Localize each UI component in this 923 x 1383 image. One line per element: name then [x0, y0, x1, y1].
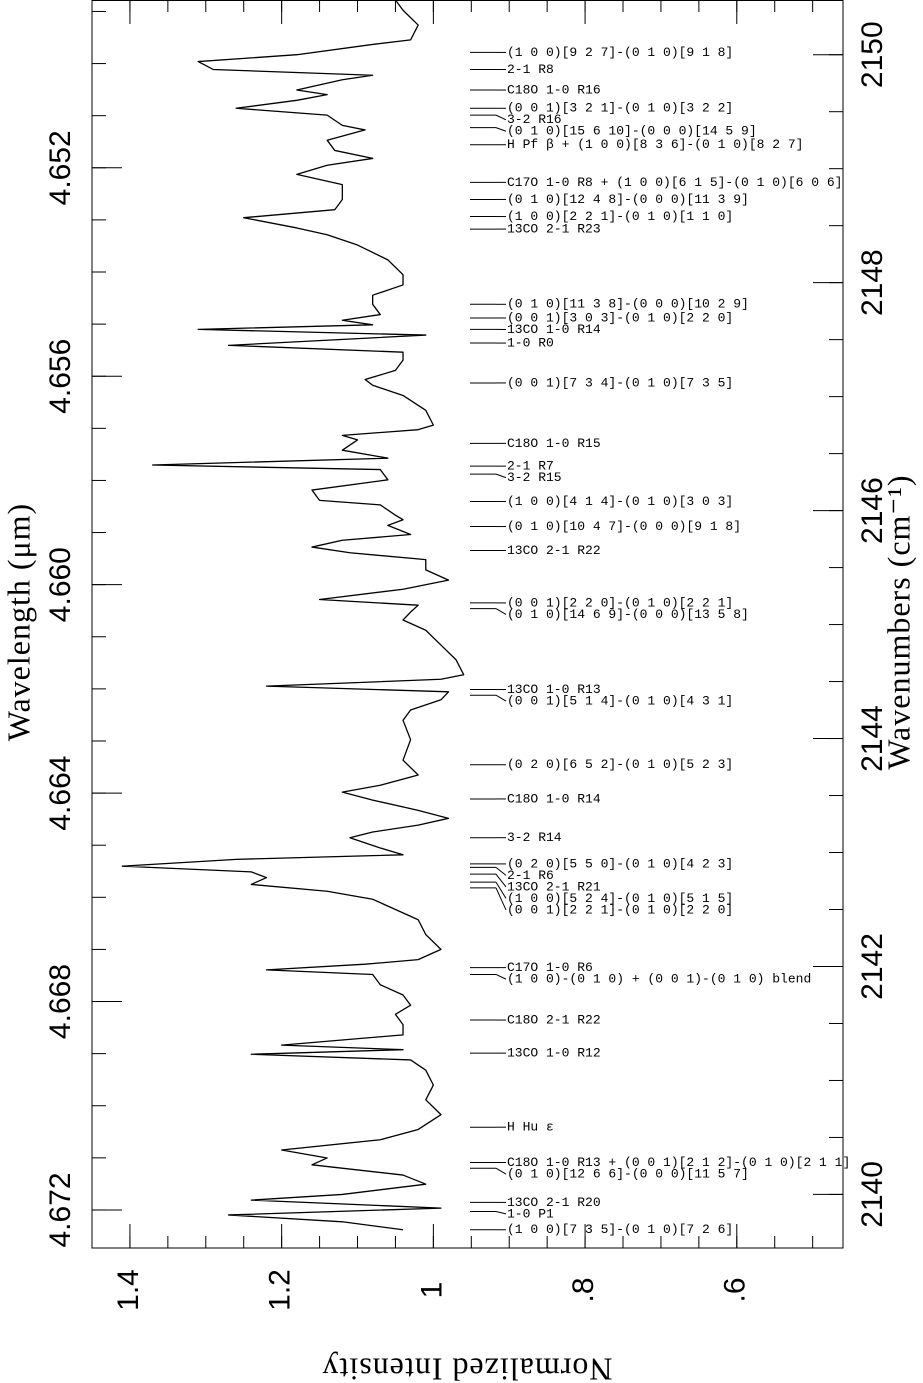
x-tick-label: 2146: [856, 477, 889, 544]
y-tick-label: 1.2: [264, 1269, 297, 1311]
annotation-label: H Pf β + (1 0 0)[8 3 6]-(0 1 0)[8 2 7]: [507, 137, 803, 152]
annotation-label: (0 0 1)[3 2 1]-(0 1 0)[3 2 2]: [507, 101, 733, 116]
annotation-label: (0 1 0)[12 6 6]-(0 0 0)[11 5 7]: [507, 1166, 749, 1181]
annotation-label: 1-0 P1: [507, 1206, 554, 1221]
annotation-leader: [495, 881, 507, 899]
annotation-label: 2-1 R8: [507, 62, 554, 77]
y-axis-title: Normalized Intensity: [321, 1352, 612, 1383]
y-tick-label: 1.4: [112, 1269, 145, 1311]
annotation-label: (0 2 0)[5 5 0]-(0 1 0)[4 2 3]: [507, 856, 733, 871]
annotation-label: H Hu ε: [507, 1120, 554, 1135]
y-tick-label: .8: [567, 1277, 600, 1302]
annotation-label: C18O 2-1 R22: [507, 1012, 601, 1027]
annotation-label: 13CO 2-1 R20: [507, 1195, 601, 1210]
x2-tick-label: 4.672: [44, 1172, 77, 1247]
x-tick-label: 2148: [856, 249, 889, 316]
annotation-label: (0 0 1)[3 0 3]-(0 1 0)[2 2 0]: [507, 310, 733, 325]
annotation-label: C18O 1-0 R16: [507, 82, 601, 97]
x2-tick-label: 4.664: [44, 756, 77, 831]
annotation-label: 13CO 1-0 R14: [507, 322, 601, 337]
x2-tick-label: 4.652: [44, 130, 77, 205]
annotation-leader: [495, 608, 507, 615]
annotation-label: 13CO 2-1 R23: [507, 222, 601, 237]
annotation-leader: [495, 127, 507, 132]
annotation-leader: [495, 866, 507, 876]
annotation-label: (0 0 1)[2 2 0]-(0 1 0)[2 2 1]: [507, 595, 733, 610]
annotation-leader: [495, 694, 507, 702]
annotation-label: (0 1 0)[12 4 8]-(0 0 0)[11 3 9]: [507, 192, 749, 207]
annotation-leader: [495, 873, 507, 888]
annotation-label: (1 0 0)-(0 1 0) + (0 0 1)-(0 1 0) blend: [507, 972, 811, 987]
annotation-label: 2-1 R6: [507, 868, 554, 883]
annotation-label: C18O 1-0 R13 + (0 0 1)[2 1 2]-(0 1 0)[2 …: [507, 1155, 850, 1170]
annotation-label: 2-1 R7: [507, 459, 554, 474]
annotation-leader: [495, 1211, 507, 1215]
x2-axis-title: Wavelength (μm): [0, 503, 36, 741]
annotation-label: (0 0 1)[2 2 1]-(0 1 0)[2 2 0]: [507, 902, 733, 917]
annotation-label: C18O 1-0 R15: [507, 436, 601, 451]
annotation-label: (0 1 0)[11 3 8]-(0 0 0)[10 2 9]: [507, 297, 749, 312]
annotation-label: (1 0 0)[5 2 4]-(0 1 0)[5 1 5]: [507, 891, 733, 906]
annotation-label: (1 0 0)[4 1 4]-(0 1 0)[3 0 3]: [507, 494, 733, 509]
annotation-label: 3-2 R16: [507, 112, 562, 127]
annotation-leader: [495, 114, 507, 121]
annotation-label: (1 0 0)[9 2 7]-(0 1 0)[9 1 8]: [507, 45, 733, 60]
annotation-label: (0 1 0)[15 6 10]-(0 0 0)[14 5 9]: [507, 124, 757, 139]
annotation-label: (1 0 0)[2 2 1]-(0 1 0)[1 1 0]: [507, 209, 733, 224]
annotation-label: 13CO 1-0 R12: [507, 1046, 601, 1061]
x2-tick-label: 4.656: [44, 339, 77, 414]
y-tick-label: .6: [719, 1277, 752, 1302]
annotation-label: (0 0 1)[5 1 4]-(0 1 0)[4 3 1]: [507, 693, 733, 708]
annotation-leader: [495, 887, 507, 911]
annotation-label: (0 0 1)[7 3 4]-(0 1 0)[7 3 5]: [507, 375, 733, 390]
annotation-label: (0 1 0)[14 6 9]-(0 0 0)[13 5 8]: [507, 607, 749, 622]
annotation-label: 1-0 R0: [507, 335, 554, 350]
x-tick-label: 2142: [856, 933, 889, 1000]
annotation-label: 13CO 2-1 R21: [507, 879, 601, 894]
x-tick-label: 2144: [856, 705, 889, 772]
annotation-label: C18O 1-0 R14: [507, 791, 601, 806]
annotation-label: (0 2 0)[6 5 2]-(0 1 0)[5 2 3]: [507, 757, 733, 772]
spectrum-line: [121, 0, 465, 1231]
x-tick-label: 2140: [856, 1161, 889, 1228]
annotation-label: C17O 1-0 R8 + (1 0 0)[6 1 5]-(0 1 0)[6 0…: [507, 175, 842, 190]
annotation-leader: [495, 974, 507, 980]
y-tick-label: 1: [415, 1282, 448, 1299]
annotation-leader: [495, 1167, 507, 1175]
annotation-leader: [495, 473, 507, 479]
annotation-label: (1 0 0)[7 3 5]-(0 1 0)[7 2 6]: [507, 1222, 733, 1237]
x-tick-label: 2150: [856, 21, 889, 88]
annotation-label: 3-2 R15: [507, 470, 562, 485]
annotation-label: C17O 1-0 R6: [507, 960, 593, 975]
annotation-label: 3-2 R14: [507, 830, 562, 845]
annotation-label: 13CO 2-1 R22: [507, 543, 601, 558]
x-axis-title: Wavenumbers (cm⁻¹): [880, 474, 916, 769]
annotation-label: (0 1 0)[10 4 7]-(0 0 0)[9 1 8]: [507, 519, 741, 534]
x2-tick-label: 4.668: [44, 964, 77, 1039]
annotation-label: 13CO 1-0 R13: [507, 682, 601, 697]
x2-tick-label: 4.660: [44, 547, 77, 622]
